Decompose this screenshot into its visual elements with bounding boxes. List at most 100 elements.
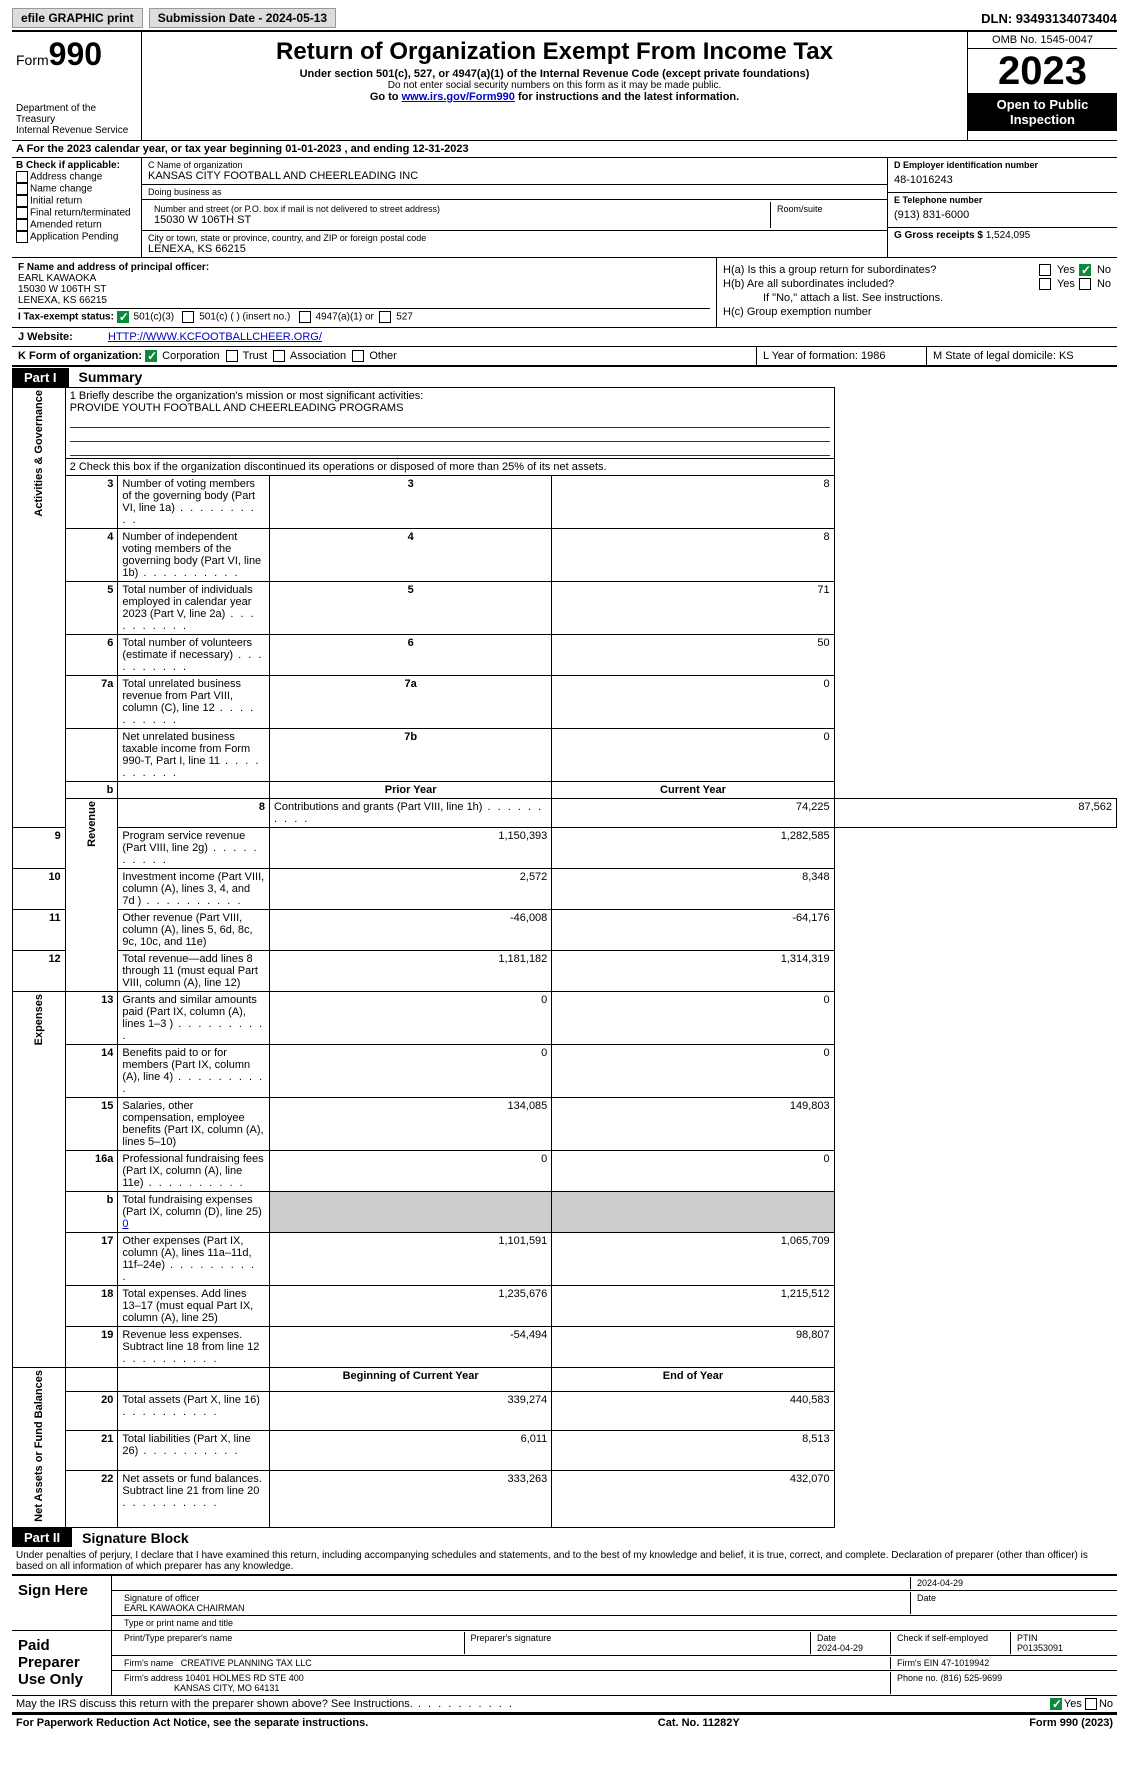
submission-date-button[interactable]: Submission Date - 2024-05-13 bbox=[149, 8, 336, 28]
trust-checkbox[interactable] bbox=[226, 350, 238, 362]
q1-label: 1 Briefly describe the organization's mi… bbox=[70, 390, 830, 402]
officer-name: EARL KAWAOKA bbox=[18, 273, 710, 284]
hc-label: H(c) Group exemption number bbox=[723, 306, 872, 318]
city-label: City or town, state or province, country… bbox=[148, 233, 881, 243]
501c3-checkbox[interactable] bbox=[117, 311, 129, 323]
hb-no-checkbox[interactable] bbox=[1079, 278, 1091, 290]
col-f: F Name and address of principal officer:… bbox=[12, 258, 717, 327]
firm-addr1: 10401 HOLMES RD STE 400 bbox=[185, 1673, 304, 1683]
col-c: C Name of organization KANSAS CITY FOOTB… bbox=[142, 158, 887, 257]
col-d: D Employer identification number 48-1016… bbox=[887, 158, 1117, 257]
summary-table: Activities & Governance 1 Briefly descri… bbox=[12, 387, 1117, 1528]
officer-addr2: LENEXA, KS 66215 bbox=[18, 295, 710, 306]
omb-number: OMB No. 1545-0047 bbox=[968, 32, 1117, 49]
paid-preparer-label: Paid Preparer Use Only bbox=[12, 1631, 112, 1695]
discuss-no-checkbox[interactable] bbox=[1085, 1698, 1097, 1710]
ein-label: D Employer identification number bbox=[894, 160, 1111, 170]
website-link[interactable]: HTTP://WWW.KCFOOTBALLCHEER.ORG/ bbox=[108, 331, 322, 343]
state-domicile: M State of legal domicile: KS bbox=[927, 347, 1117, 365]
officer-label: F Name and address of principal officer: bbox=[18, 262, 710, 273]
footer: For Paperwork Reduction Act Notice, see … bbox=[12, 1714, 1117, 1731]
part-ii-title: Signature Block bbox=[72, 1528, 199, 1548]
side-governance: Activities & Governance bbox=[33, 390, 45, 517]
block-bcd: B Check if applicable: Address change Na… bbox=[12, 158, 1117, 258]
firm-name: CREATIVE PLANNING TAX LLC bbox=[181, 1658, 312, 1668]
block-fh: F Name and address of principal officer:… bbox=[12, 258, 1117, 328]
ha-yes-checkbox[interactable] bbox=[1039, 264, 1051, 276]
top-bar: efile GRAPHIC print Submission Date - 20… bbox=[12, 8, 1117, 32]
col-h: H(a) Is this a group return for subordin… bbox=[717, 258, 1117, 327]
final-return-checkbox[interactable] bbox=[16, 207, 28, 219]
corp-checkbox[interactable] bbox=[145, 350, 157, 362]
side-net-assets: Net Assets or Fund Balances bbox=[33, 1370, 45, 1522]
name-change-checkbox[interactable] bbox=[16, 183, 28, 195]
part-i-tag: Part I bbox=[12, 368, 69, 387]
firm-ein: 47-1019942 bbox=[941, 1658, 989, 1668]
amended-return-checkbox[interactable] bbox=[16, 219, 28, 231]
ptin: P01353091 bbox=[1017, 1643, 1063, 1653]
assoc-checkbox[interactable] bbox=[273, 350, 285, 362]
row-j: J Website: HTTP://WWW.KCFOOTBALLCHEER.OR… bbox=[12, 328, 1117, 347]
tax-year: 2023 bbox=[968, 49, 1117, 93]
other-checkbox[interactable] bbox=[352, 350, 364, 362]
officer-signature: EARL KAWAOKA CHAIRMAN bbox=[124, 1603, 904, 1613]
q1-value: PROVIDE YOUTH FOOTBALL AND CHEERLEADING … bbox=[70, 402, 830, 414]
form-number: 990 bbox=[49, 36, 102, 72]
row-k: K Form of organization: Corporation Trus… bbox=[12, 347, 1117, 367]
perjury-statement: Under penalties of perjury, I declare th… bbox=[12, 1548, 1117, 1574]
gross-label: G Gross receipts $ bbox=[894, 230, 983, 241]
form-subtitle-2: Do not enter social security numbers on … bbox=[150, 80, 959, 91]
phone-label: E Telephone number bbox=[894, 195, 1111, 205]
address-change-checkbox[interactable] bbox=[16, 171, 28, 183]
signature-block: Sign Here 2024-04-29 Signature of office… bbox=[12, 1574, 1117, 1696]
dept-label: Department of the Treasury Internal Reve… bbox=[16, 103, 137, 136]
form-footer: Form 990 (2023) bbox=[1029, 1717, 1113, 1729]
form-title: Return of Organization Exempt From Incom… bbox=[150, 38, 959, 66]
paperwork-notice: For Paperwork Reduction Act Notice, see … bbox=[16, 1717, 368, 1729]
line-a: A For the 2023 calendar year, or tax yea… bbox=[12, 141, 1117, 158]
cat-no: Cat. No. 11282Y bbox=[658, 1717, 740, 1729]
row-k-label: K Form of organization: bbox=[18, 350, 142, 362]
fundraising-link[interactable]: 0 bbox=[122, 1218, 128, 1230]
part-ii-tag: Part II bbox=[12, 1528, 72, 1547]
initial-return-checkbox[interactable] bbox=[16, 195, 28, 207]
527-checkbox[interactable] bbox=[379, 311, 391, 323]
gross-receipts: 1,524,095 bbox=[986, 230, 1031, 241]
application-pending-checkbox[interactable] bbox=[16, 231, 28, 243]
hb-yes-checkbox[interactable] bbox=[1039, 278, 1051, 290]
q2: 2 Check this box if the organization dis… bbox=[65, 459, 834, 476]
org-name-label: C Name of organization bbox=[148, 160, 881, 170]
ein: 48-1016243 bbox=[894, 170, 1111, 190]
sign-here-label: Sign Here bbox=[12, 1576, 112, 1630]
501c-checkbox[interactable] bbox=[182, 311, 194, 323]
irs-link[interactable]: www.irs.gov/Form990 bbox=[402, 91, 515, 103]
hb-note: If "No," attach a list. See instructions… bbox=[723, 292, 1111, 304]
open-inspection-label: Open to Public Inspection bbox=[968, 93, 1117, 131]
col-b-title: B Check if applicable: bbox=[16, 160, 137, 171]
org-name: KANSAS CITY FOOTBALL AND CHEERLEADING IN… bbox=[148, 170, 881, 182]
city: LENEXA, KS 66215 bbox=[148, 243, 881, 255]
discuss-yes-checkbox[interactable] bbox=[1050, 1698, 1062, 1710]
efile-print-button[interactable]: efile GRAPHIC print bbox=[12, 8, 143, 28]
room-label: Room/suite bbox=[777, 204, 875, 214]
sign-date: 2024-04-29 bbox=[911, 1577, 1111, 1589]
may-discuss-row: May the IRS discuss this return with the… bbox=[12, 1696, 1117, 1714]
part-i-header: Part I Summary bbox=[12, 367, 1117, 387]
addr: 15030 W 106TH ST bbox=[154, 214, 764, 226]
year-formation: L Year of formation: 1986 bbox=[757, 347, 927, 365]
side-revenue: Revenue bbox=[86, 801, 98, 847]
ha-no-checkbox[interactable] bbox=[1079, 264, 1091, 276]
col-b: B Check if applicable: Address change Na… bbox=[12, 158, 142, 257]
4947-checkbox[interactable] bbox=[299, 311, 311, 323]
form-subtitle-1: Under section 501(c), 527, or 4947(a)(1)… bbox=[150, 68, 959, 80]
addr-label: Number and street (or P.O. box if mail i… bbox=[154, 204, 764, 214]
part-ii-header: Part II Signature Block bbox=[12, 1528, 1117, 1548]
dba-label: Doing business as bbox=[148, 187, 881, 197]
form-word: Form bbox=[16, 52, 49, 68]
phone: (913) 831-6000 bbox=[894, 205, 1111, 225]
form-header: Form990 Department of the Treasury Inter… bbox=[12, 32, 1117, 141]
officer-addr1: 15030 W 106TH ST bbox=[18, 284, 710, 295]
prep-date: 2024-04-29 bbox=[817, 1643, 863, 1653]
part-i-title: Summary bbox=[69, 367, 153, 387]
side-expenses: Expenses bbox=[33, 994, 45, 1045]
